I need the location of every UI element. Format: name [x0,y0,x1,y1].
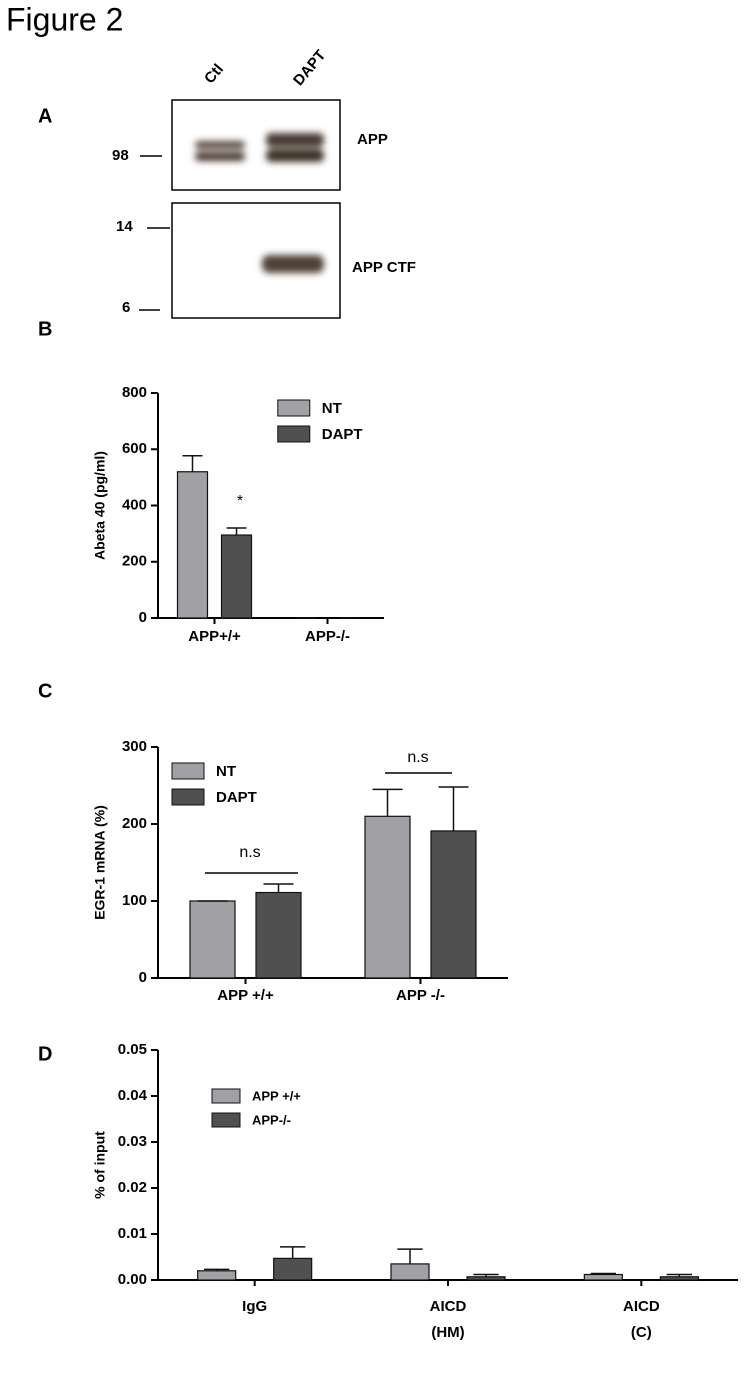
bar [659,1276,699,1281]
figure-title: Figure 2 [6,1,123,37]
legend-swatch [211,1088,241,1104]
legend-label: DAPT [216,789,257,806]
band-label: APP [357,131,388,148]
marker-label: 14 [116,218,133,235]
legend-swatch [171,788,205,806]
band [266,149,324,162]
legend-label: APP +/+ [252,1088,301,1103]
legend-swatch [171,762,205,780]
bar [189,900,236,979]
legend-label: APP-/- [252,1112,291,1127]
legend-label: NT [322,400,342,417]
bar [255,891,302,979]
blot-bands [195,133,324,273]
bar [220,534,253,619]
bar [176,471,209,619]
x-tick-label: IgG [242,1298,268,1315]
legend-label: NT [216,763,236,780]
y-tick-label: 0 [139,969,147,986]
annotation: * [237,493,243,510]
bar [430,830,477,979]
y-tick-label: 0 [139,609,147,626]
y-axis-title: Abeta 40 (pg/ml) [92,451,108,560]
bar [583,1273,623,1281]
bar [197,1270,237,1281]
x-tick-label: APP +/+ [217,987,274,1004]
panel-letter: C [38,680,52,702]
x-tick-label: APP -/- [396,987,445,1004]
y-tick-label: 0.01 [118,1225,147,1242]
y-tick-label: 200 [122,815,147,832]
y-axis-title: EGR-1 mRNA (%) [92,805,108,920]
legend-swatch [277,399,311,417]
y-tick-label: 400 [122,496,147,513]
legend-swatch [211,1112,241,1128]
lane-label: DAPT [290,47,329,89]
band [266,133,324,147]
band [195,141,245,149]
marker-label: 6 [122,299,130,316]
y-axis-title: % of input [92,1131,108,1199]
y-tick-label: 0.03 [118,1133,147,1150]
x-tick-label: AICD (HM) [429,1298,467,1341]
y-tick-label: 200 [122,553,147,570]
y-tick-label: 800 [122,384,147,401]
y-tick-label: 100 [122,892,147,909]
y-tick-label: 600 [122,440,147,457]
marker-label: 98 [112,147,129,164]
y-tick-label: 0.05 [118,1041,147,1058]
bar [273,1257,313,1281]
x-tick-label: AICD (C) [622,1298,660,1341]
panel-letter: D [38,1043,52,1065]
y-tick-label: 0.02 [118,1179,147,1196]
y-tick-label: 0.00 [118,1271,147,1288]
x-tick-label: APP+/+ [188,628,241,645]
y-tick-label: 0.04 [118,1087,148,1104]
x-tick-label: APP-/- [305,628,350,645]
band-label: APP CTF [352,259,416,276]
panel-letter: B [38,318,52,340]
bar [364,815,411,979]
panel-letter: A [38,105,52,127]
bar [466,1276,506,1281]
y-tick-label: 300 [122,738,147,755]
band [195,152,245,161]
band [262,255,324,273]
annotation: n.s [407,749,428,766]
bar [390,1263,430,1281]
annotation: n.s [239,844,260,861]
legend-label: DAPT [322,426,363,443]
lane-label: Ctl [201,61,227,87]
legend-swatch [277,425,311,443]
